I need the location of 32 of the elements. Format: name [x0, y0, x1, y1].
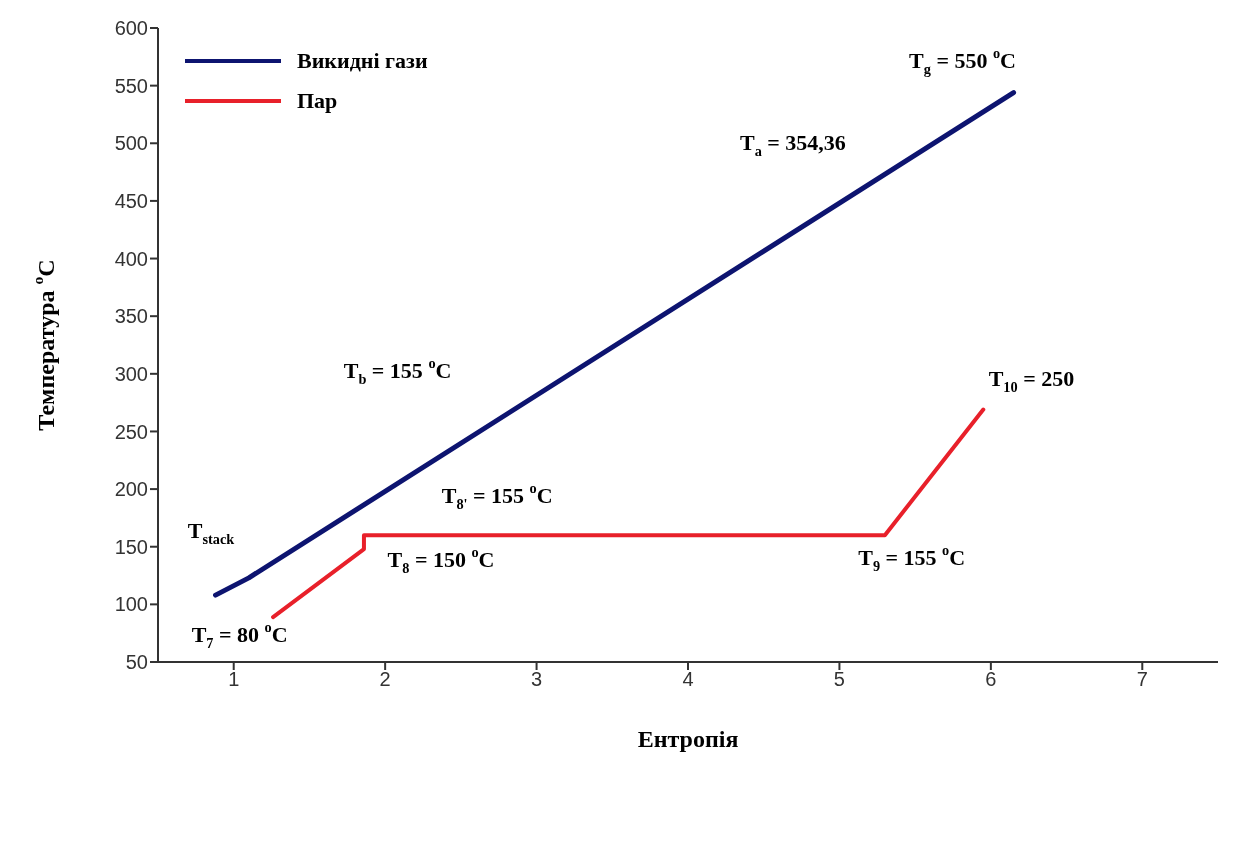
annotation: T$_{7}$ = 80 $^{o}$C: [191, 619, 288, 652]
annotation: T$_{9}$ = 155 $^{o}$C: [858, 542, 966, 574]
y-tick-label: 100: [114, 593, 148, 616]
annotation: T$_{stack}$: [187, 518, 235, 548]
x-axis-title: Ентропія: [637, 726, 739, 752]
y-tick-label: 450: [114, 190, 148, 213]
legend-label: Викидні гази: [297, 48, 428, 74]
x-tick-label: 4: [682, 668, 694, 691]
x-tick-label: 5: [833, 668, 845, 691]
x-tick-label: 6: [985, 668, 997, 691]
y-tick-label: 600: [114, 17, 148, 40]
legend-label: Пар: [297, 88, 338, 114]
annotation: T$_{8}$ = 150 $^{o}$C: [387, 544, 495, 577]
annotation: T$_{b}$ = 155 $^{o}$C: [343, 355, 452, 388]
annotation: T$_{10}$ = 250: [988, 366, 1075, 396]
x-tick-label: 1: [228, 668, 240, 691]
y-tick-label: 50: [125, 651, 148, 674]
y-tick-label: 200: [114, 478, 148, 501]
annotation: T$_{a}$ = 354,36: [739, 130, 846, 160]
y-tick-label: 500: [114, 132, 148, 155]
line-series: [271, 407, 986, 620]
y-tick-label: 400: [114, 247, 148, 270]
x-tick-label: 2: [379, 668, 391, 691]
y-tick-label: 550: [114, 74, 148, 97]
y-tick-label: 250: [114, 420, 148, 443]
y-tick-label: 150: [114, 535, 148, 558]
annotation: T$_{8'}$ = 155 $^{o}$C: [441, 479, 553, 512]
x-tick-label: 3: [531, 668, 543, 691]
annotation: T$_{g}$ = 550 $^{o}$C: [909, 45, 1017, 78]
x-tick-label: 7: [1136, 668, 1148, 691]
y-tick-label: 300: [114, 362, 148, 385]
y-tick-label: 350: [114, 305, 148, 328]
